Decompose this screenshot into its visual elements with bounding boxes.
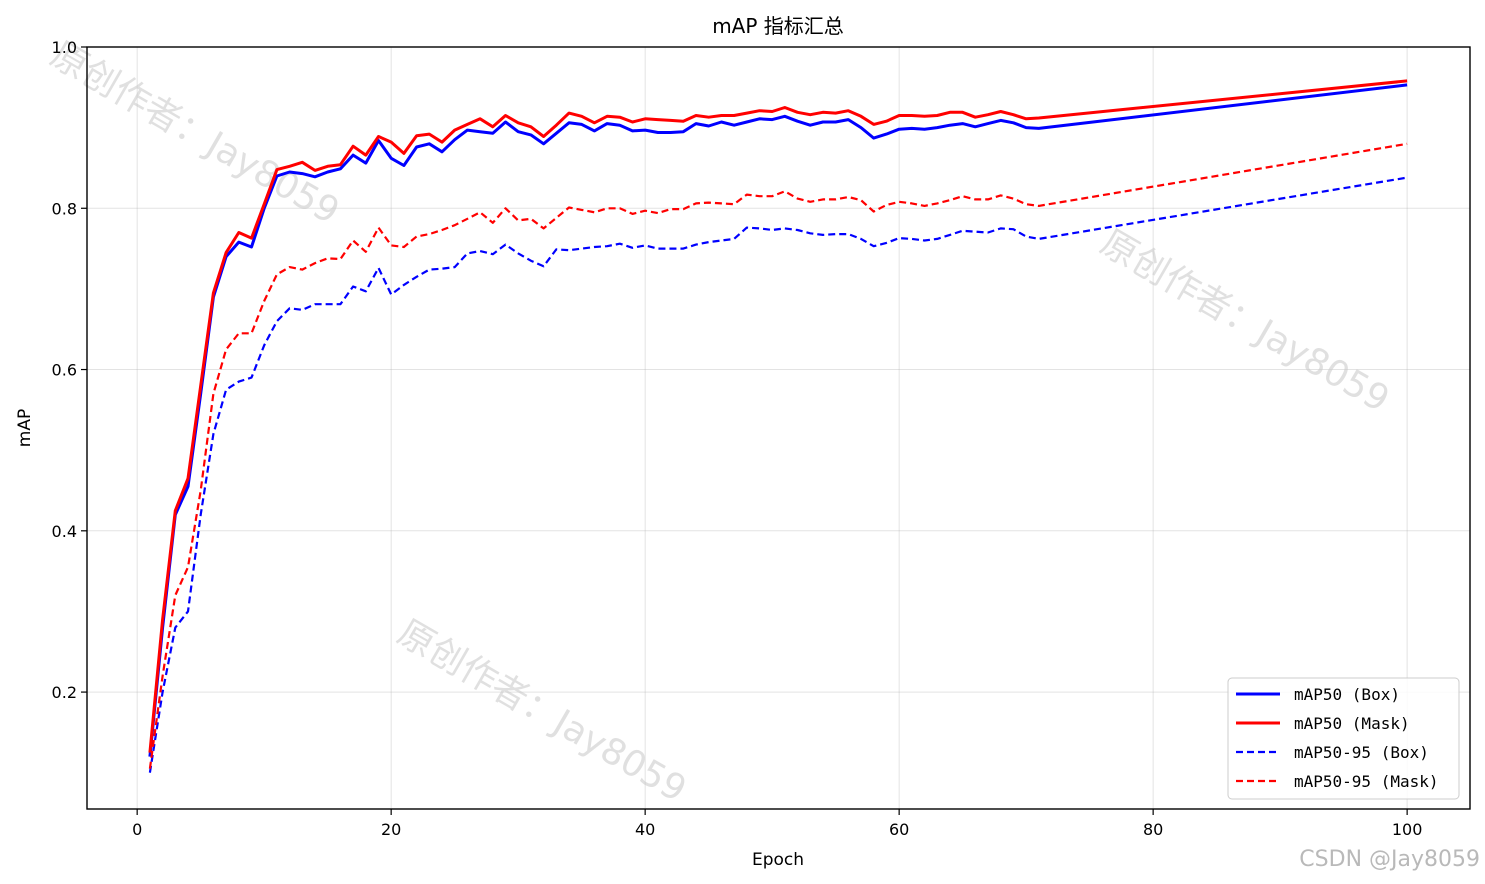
x-axis-label: Epoch xyxy=(752,850,804,870)
y-tick-label: 0.4 xyxy=(52,522,77,541)
x-tick-label: 20 xyxy=(381,820,401,839)
x-tick-label: 0 xyxy=(132,820,142,839)
x-tick-label: 100 xyxy=(1392,820,1423,839)
y-axis-label: mAP xyxy=(15,409,35,447)
y-axis-ticks: 0.2 0.4 0.6 0.8 1.0 xyxy=(52,38,87,702)
x-tick-label: 60 xyxy=(889,820,909,839)
legend-label: mAP50-95 (Mask) xyxy=(1294,772,1439,791)
legend-label: mAP50 (Mask) xyxy=(1294,714,1410,733)
y-tick-label: 1.0 xyxy=(52,38,77,57)
x-axis-ticks: 0 20 40 60 80 100 xyxy=(132,809,1422,839)
legend-label: mAP50 (Box) xyxy=(1294,685,1400,704)
x-tick-label: 40 xyxy=(635,820,655,839)
series-line-4 xyxy=(148,142,1408,769)
y-tick-label: 0.8 xyxy=(52,199,77,218)
legend-box xyxy=(1227,677,1460,800)
csdn-credit: CSDN @Jay8059 xyxy=(1299,847,1480,872)
series-line-2 xyxy=(148,79,1408,753)
plot-frame xyxy=(86,46,1471,810)
x-tick-label: 80 xyxy=(1143,820,1163,839)
chart-title: mAP 指标汇总 xyxy=(712,14,844,38)
y-tick-label: 0.2 xyxy=(52,683,77,702)
y-tick-label: 0.6 xyxy=(52,361,77,380)
series-line-3 xyxy=(148,176,1408,773)
legend-label: mAP50-95 (Box) xyxy=(1294,743,1429,762)
series-layer xyxy=(148,79,1408,773)
legend: mAP50 (Box) mAP50 (Mask) mAP50-95 (Box) mAP… xyxy=(1227,677,1460,800)
series-line-1 xyxy=(148,83,1408,757)
